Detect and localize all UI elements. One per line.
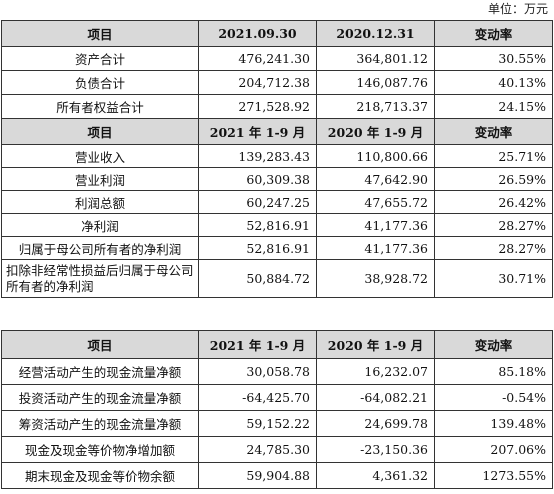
table-row: 筹资活动产生的现金流量净额 59,152.22 24,699.78 139.48… [1, 410, 553, 437]
item-cell: 营业收入 [1, 144, 199, 168]
table-header-row: 项目 2021.09.30 2020.12.31 变动率 [1, 20, 553, 47]
item-cell: 净利润 [1, 213, 199, 237]
value-cell: 38,928.72 [316, 259, 435, 298]
value-cell: 41,177.36 [316, 213, 435, 237]
value-cell: 24,785.30 [198, 436, 317, 463]
value-cell: 271,528.92 [198, 94, 317, 119]
item-cell: 资产合计 [1, 46, 199, 71]
value-cell: 60,309.38 [198, 167, 317, 191]
table-row: 现金及现金等价物净增加额 24,785.30 -23,150.36 207.06… [1, 436, 553, 463]
unit-label: 单位：万元 [487, 2, 548, 16]
value-cell: 476,241.30 [198, 46, 317, 71]
table-row: 所有者权益合计 271,528.92 218,713.37 24.15% [1, 94, 553, 119]
value-cell: 47,655.72 [316, 190, 435, 214]
header-cell: 2021 年 1-9 月 [198, 118, 317, 145]
item-cell: 现金及现金等价物净增加额 [1, 436, 199, 463]
table-row: 经营活动产生的现金流量净额 30,058.78 16,232.07 85.18% [1, 358, 553, 385]
table-row: 营业收入 139,283.43 110,800.66 25.71% [1, 144, 553, 168]
rate-cell: -0.54% [434, 384, 553, 411]
header-cell: 2021.09.30 [198, 20, 317, 47]
table-row: 净利润 52,816.91 41,177.36 28.27% [1, 213, 553, 237]
value-cell: 110,800.66 [316, 144, 435, 168]
value-cell: 364,801.12 [316, 46, 435, 71]
table-row: 投资活动产生的现金流量净额 -64,425.70 -64,082.21 -0.5… [1, 384, 553, 411]
table-row: 资产合计 476,241.30 364,801.12 30.55% [1, 46, 553, 71]
table-row: 营业利润 60,309.38 47,642.90 26.59% [1, 167, 553, 191]
rate-cell: 30.55% [434, 46, 553, 71]
item-cell: 负债合计 [1, 70, 199, 95]
header-cell: 2020 年 1-9 月 [316, 330, 435, 359]
item-cell: 投资活动产生的现金流量净额 [1, 384, 199, 411]
cashflow-table: 项目 2021 年 1-9 月 2020 年 1-9 月 变动率 经营活动产生的… [1, 330, 553, 489]
header-cell: 2020.12.31 [316, 20, 435, 47]
value-cell: 218,713.37 [316, 94, 435, 119]
rate-cell: 207.06% [434, 436, 553, 463]
value-cell: -23,150.36 [316, 436, 435, 463]
value-cell: -64,425.70 [198, 384, 317, 411]
rate-cell: 30.71% [434, 259, 553, 298]
item-cell: 筹资活动产生的现金流量净额 [1, 410, 199, 437]
table-row: 归属于母公司所有者的净利润 52,816.91 41,177.36 28.27% [1, 236, 553, 260]
value-cell: 41,177.36 [316, 236, 435, 260]
item-cell: 归属于母公司所有者的净利润 [1, 236, 199, 260]
rate-cell: 26.42% [434, 190, 553, 214]
value-cell: -64,082.21 [316, 384, 435, 411]
header-cell: 变动率 [434, 330, 553, 359]
rate-cell: 28.27% [434, 236, 553, 260]
value-cell: 52,816.91 [198, 236, 317, 260]
header-cell: 项目 [1, 118, 199, 145]
value-cell: 50,884.72 [198, 259, 317, 298]
table-header-row: 项目 2021 年 1-9 月 2020 年 1-9 月 变动率 [1, 330, 553, 359]
rate-cell: 24.15% [434, 94, 553, 119]
header-cell: 变动率 [434, 118, 553, 145]
header-cell: 2021 年 1-9 月 [198, 330, 317, 359]
rate-cell: 28.27% [434, 213, 553, 237]
value-cell: 60,247.25 [198, 190, 317, 214]
value-cell: 47,642.90 [316, 167, 435, 191]
value-cell: 4,361.32 [316, 462, 435, 489]
rate-cell: 40.13% [434, 70, 553, 95]
item-cell: 营业利润 [1, 167, 199, 191]
item-cell: 利润总额 [1, 190, 199, 214]
rate-cell: 85.18% [434, 358, 553, 385]
table-row: 期末现金及现金等价物余额 59,904.88 4,361.32 1273.55% [1, 462, 553, 489]
table-row: 利润总额 60,247.25 47,655.72 26.42% [1, 190, 553, 214]
value-cell: 204,712.38 [198, 70, 317, 95]
rate-cell: 139.48% [434, 410, 553, 437]
header-cell: 2020 年 1-9 月 [316, 118, 435, 145]
value-cell: 146,087.76 [316, 70, 435, 95]
value-cell: 59,904.88 [198, 462, 317, 489]
rate-cell: 1273.55% [434, 462, 553, 489]
value-cell: 16,232.07 [316, 358, 435, 385]
header-cell: 项目 [1, 20, 199, 47]
item-cell: 经营活动产生的现金流量净额 [1, 358, 199, 385]
value-cell: 30,058.78 [198, 358, 317, 385]
value-cell: 139,283.43 [198, 144, 317, 168]
rate-cell: 26.59% [434, 167, 553, 191]
item-cell: 期末现金及现金等价物余额 [1, 462, 199, 489]
value-cell: 24,699.78 [316, 410, 435, 437]
header-cell: 项目 [1, 330, 199, 359]
table-row: 负债合计 204,712.38 146,087.76 40.13% [1, 70, 553, 95]
item-cell: 扣除非经常性损益后归属于母公司所有者的净利润 [1, 259, 199, 298]
rate-cell: 25.71% [434, 144, 553, 168]
header-cell: 变动率 [434, 20, 553, 47]
value-cell: 52,816.91 [198, 213, 317, 237]
table-header-row: 项目 2021 年 1-9 月 2020 年 1-9 月 变动率 [1, 118, 553, 145]
table-row: 扣除非经常性损益后归属于母公司所有者的净利润 50,884.72 38,928.… [1, 259, 553, 298]
value-cell: 59,152.22 [198, 410, 317, 437]
item-cell: 所有者权益合计 [1, 94, 199, 119]
balance-income-table: 项目 2021.09.30 2020.12.31 变动率 资产合计 476,24… [1, 20, 553, 298]
